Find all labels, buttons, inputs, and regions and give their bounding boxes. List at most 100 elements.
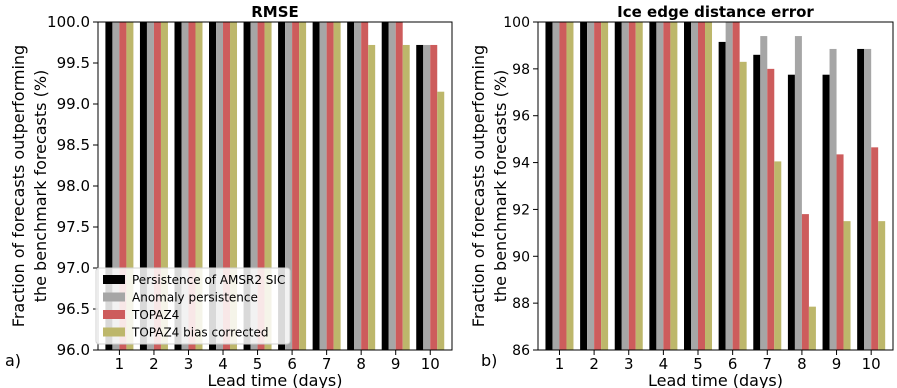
x-tick-label: 2 xyxy=(589,355,599,373)
y-tick-label: 99.5 xyxy=(57,54,90,72)
bar xyxy=(628,22,636,350)
legend-label: Persistence of AMSR2 SIC xyxy=(132,273,285,287)
bar xyxy=(195,22,203,350)
bar xyxy=(347,22,355,350)
plot-frame xyxy=(537,21,894,351)
bar xyxy=(691,22,699,350)
bar xyxy=(670,22,678,350)
x-tick-label: 9 xyxy=(391,355,401,373)
bar xyxy=(739,61,747,350)
bar xyxy=(684,22,692,350)
bar xyxy=(395,22,403,350)
chart-title: RMSE xyxy=(251,3,299,21)
x-tick-label: 6 xyxy=(287,355,297,373)
bar xyxy=(319,22,327,350)
bar xyxy=(250,22,258,350)
x-tick-label: 6 xyxy=(728,355,738,373)
y-tick-label: 96.5 xyxy=(57,300,90,318)
ice-edge-chart: 86 88 90 92 94 96 98 100 1 2 3 4 5 6 7 8 9 10 Ice edge dis… xyxy=(469,3,894,388)
bar xyxy=(388,22,396,350)
bar xyxy=(264,22,272,350)
x-tick-label: 1 xyxy=(555,355,565,373)
bar xyxy=(760,36,768,351)
y-axis-label: the benchmark forecasts (%) xyxy=(491,70,510,303)
legend-swatch xyxy=(103,275,125,284)
x-tick-label: 5 xyxy=(253,355,263,373)
y-axis-label: Fraction of forecasts outperforming xyxy=(469,45,488,327)
bar xyxy=(361,22,369,350)
y-axis-label: Fraction of forecasts outperforming xyxy=(9,45,28,327)
bar xyxy=(822,74,830,351)
bar xyxy=(698,22,706,350)
legend-swatch xyxy=(103,327,125,337)
bar xyxy=(857,48,865,350)
y-tick-label: 97.0 xyxy=(57,259,90,277)
y-tick-label: 94 xyxy=(512,156,530,172)
x-tick-label: 5 xyxy=(693,355,703,373)
series-topaz4-bias-corrected xyxy=(566,22,886,350)
legend-label: Anomaly persistence xyxy=(132,291,258,305)
bar xyxy=(354,22,362,350)
legend-label: TOPAZ4 bias corrected xyxy=(131,326,269,340)
bar xyxy=(718,41,726,350)
bar xyxy=(416,44,424,351)
bar xyxy=(368,44,376,351)
series-anomaly-persistence xyxy=(552,22,872,351)
panel-label: a) xyxy=(5,351,21,370)
bar xyxy=(767,68,775,351)
legend-swatch xyxy=(103,310,125,319)
bar xyxy=(635,22,643,350)
bar xyxy=(705,22,713,350)
bar xyxy=(243,22,251,350)
bar xyxy=(333,22,341,350)
bar xyxy=(292,22,300,350)
bar xyxy=(836,154,844,350)
panel-label: b) xyxy=(481,351,497,370)
x-tick-label: 4 xyxy=(659,355,669,373)
bar xyxy=(230,22,238,350)
bar xyxy=(566,22,574,350)
bar xyxy=(153,22,161,350)
bar xyxy=(381,22,389,350)
series-topaz4 xyxy=(559,22,879,351)
x-axis-label: Lead time (days) xyxy=(648,371,783,388)
y-tick-label: 100.0 xyxy=(47,13,90,31)
x-tick-label: 10 xyxy=(421,355,440,373)
x-tick-label: 7 xyxy=(322,355,332,373)
bar xyxy=(621,22,629,350)
bar xyxy=(580,22,588,350)
bar xyxy=(774,161,782,350)
bar xyxy=(725,22,733,350)
x-tick-label: 3 xyxy=(624,355,634,373)
series-persistence-of-amsr2-sic xyxy=(545,22,865,351)
bar xyxy=(146,22,154,350)
bar xyxy=(423,44,431,351)
bar xyxy=(794,36,802,351)
bar xyxy=(285,22,293,350)
x-tick-label: 8 xyxy=(797,355,807,373)
bar xyxy=(829,48,837,350)
x-tick-label: 9 xyxy=(832,355,842,373)
y-tick-label: 86 xyxy=(512,343,530,359)
bar xyxy=(105,22,113,350)
legend-box xyxy=(95,267,291,345)
bar xyxy=(552,22,560,350)
y-tick-label: 96 xyxy=(512,109,530,125)
y-tick-label: 88 xyxy=(512,296,530,312)
bar xyxy=(801,214,809,350)
y-tick-label: 92 xyxy=(512,202,530,218)
rmse-chart: 96.0 96.5 97.0 97.5 98.0 98.5 99.0 99.5 100.0 1 2 3… xyxy=(5,3,453,388)
bar xyxy=(594,22,602,350)
x-tick-label: 8 xyxy=(356,355,366,373)
bar xyxy=(663,22,671,350)
bar xyxy=(753,54,761,351)
bar xyxy=(216,22,224,350)
bar xyxy=(174,22,182,350)
bar xyxy=(402,44,410,351)
y-axis-label: the benchmark forecasts (%) xyxy=(31,70,50,303)
x-tick-label: 4 xyxy=(218,355,228,373)
series-topaz4 xyxy=(119,22,438,351)
bar xyxy=(545,22,553,350)
chart-title: Ice edge distance error xyxy=(617,3,814,21)
